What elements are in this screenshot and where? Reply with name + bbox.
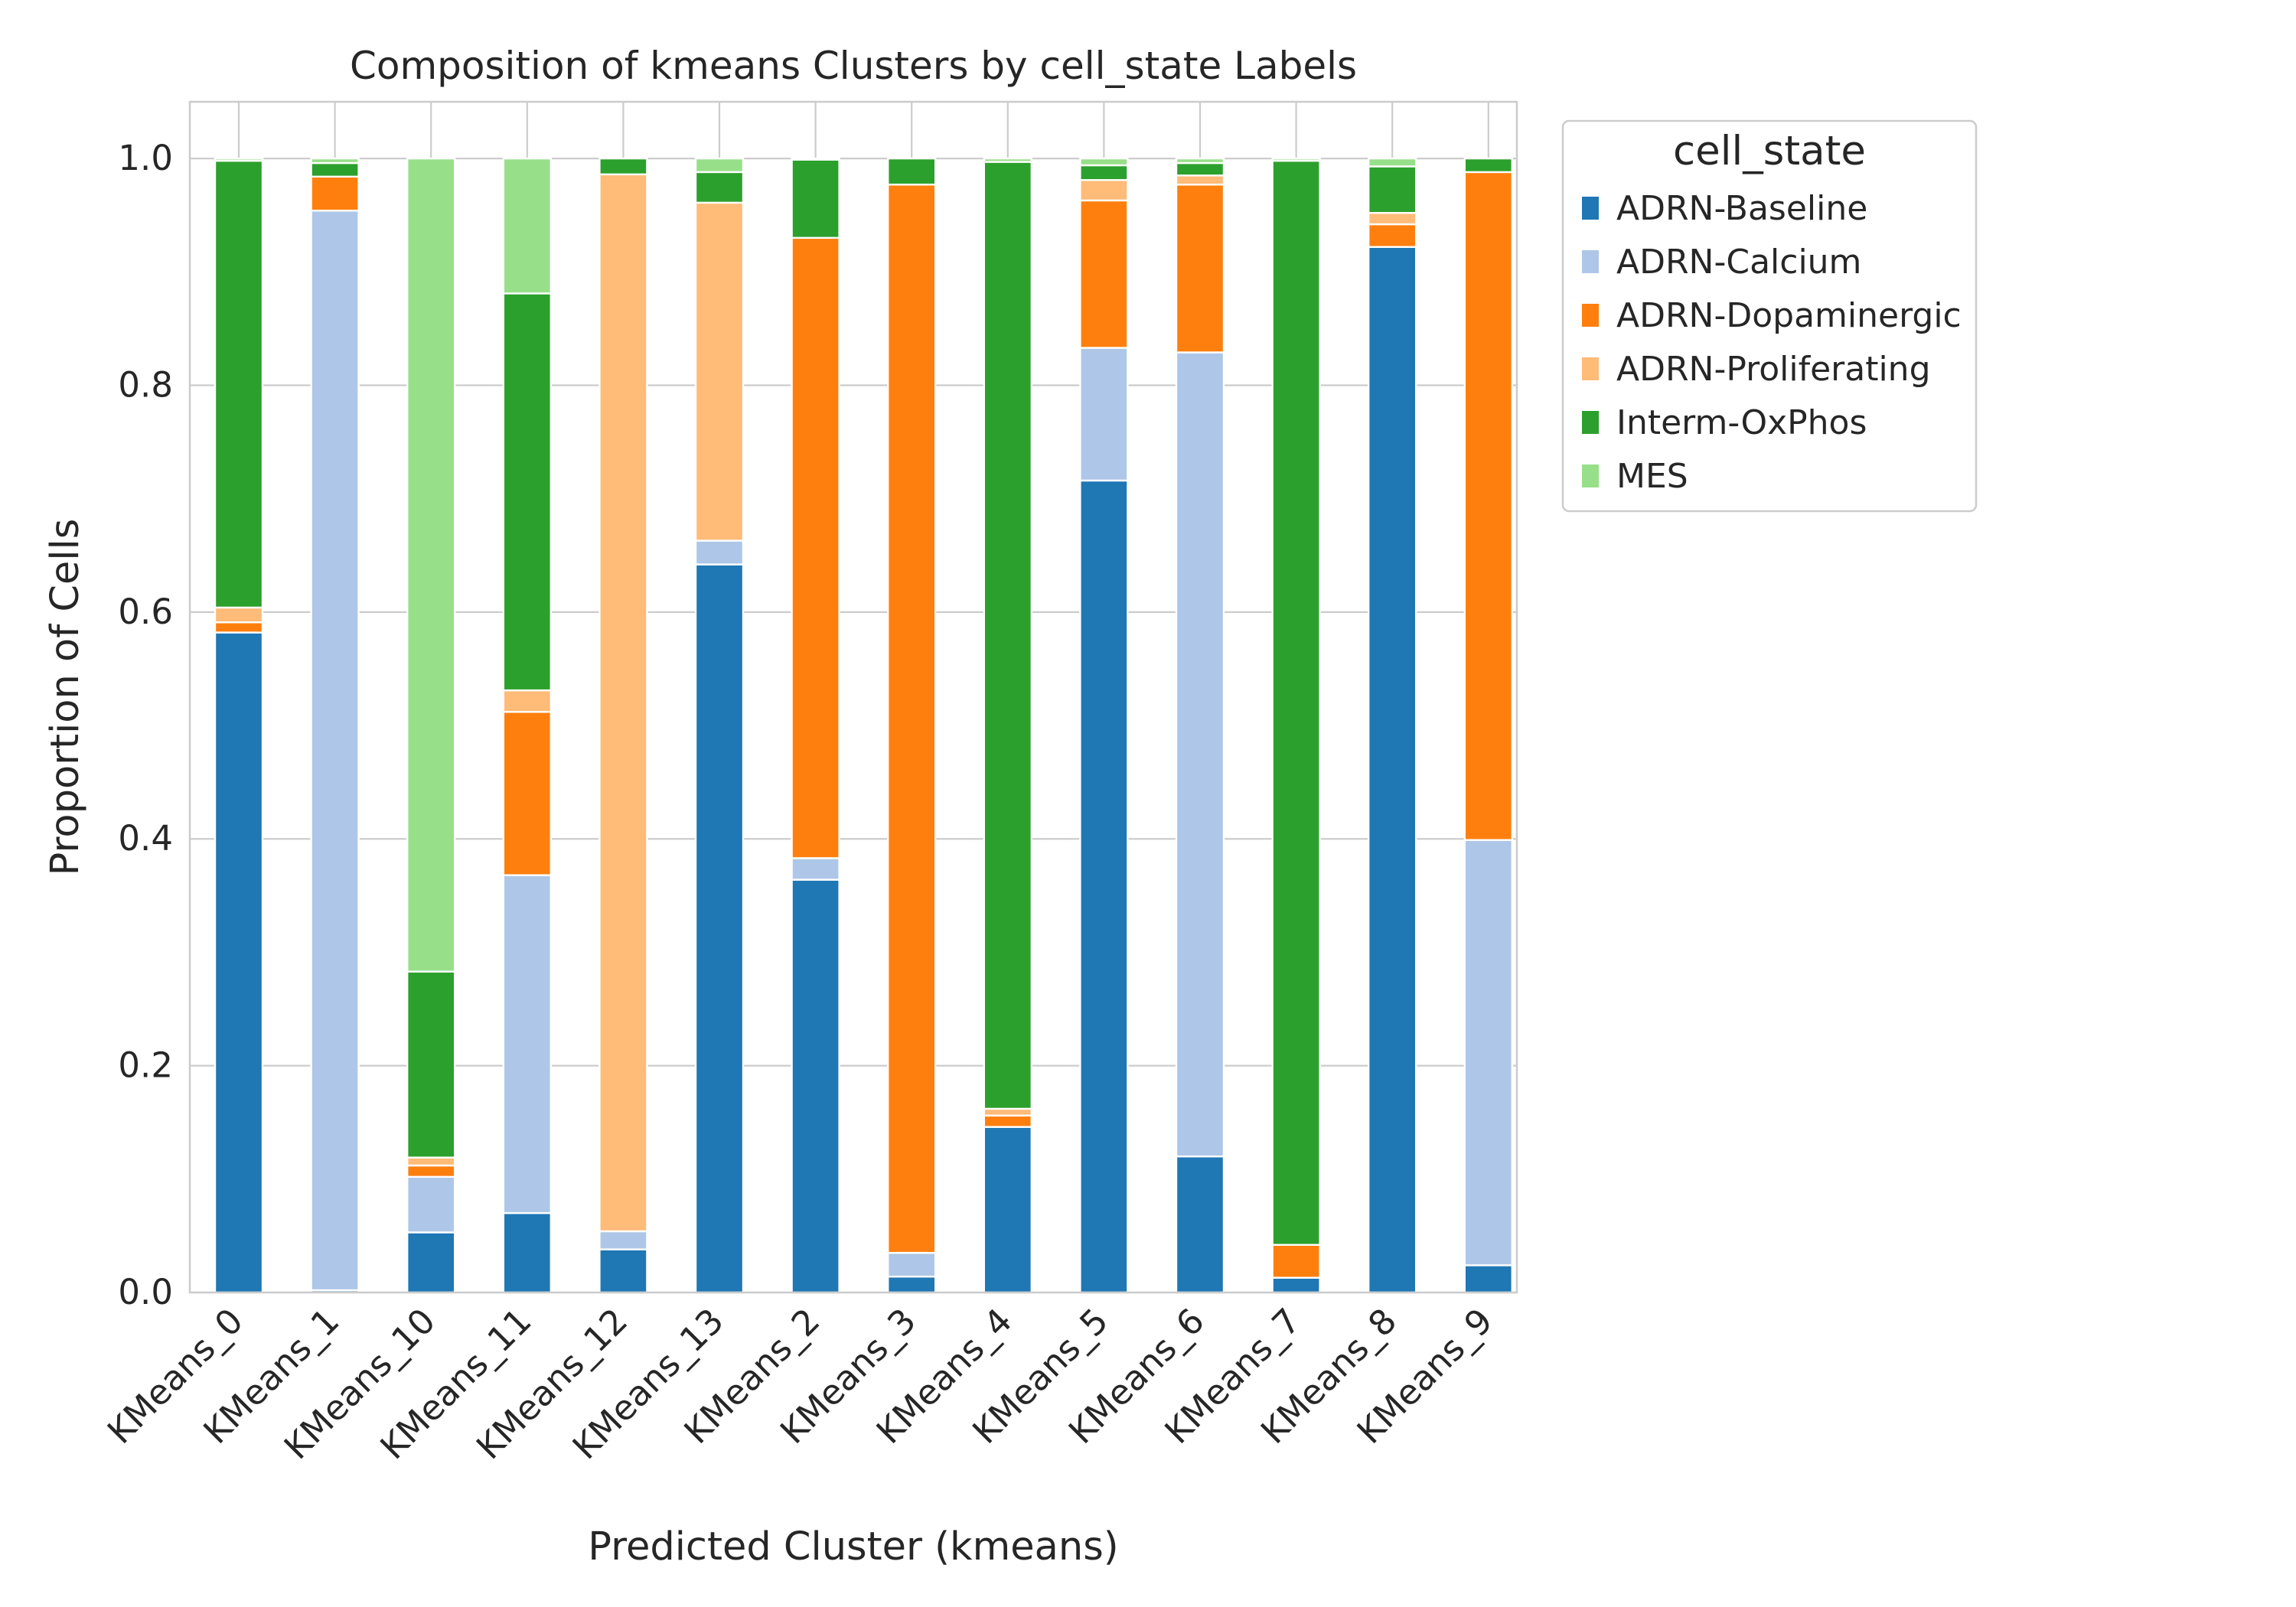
bar-segment	[1175, 174, 1225, 186]
bar-segment	[214, 621, 264, 634]
y-tick-label: 0.6	[118, 592, 173, 632]
bars	[214, 157, 1514, 1294]
bar-segment	[406, 157, 456, 973]
bar-segment	[214, 631, 264, 1294]
bar-segment	[502, 689, 552, 713]
bar-segment	[1175, 161, 1225, 177]
bar-segment	[598, 173, 648, 1233]
bar-segment	[791, 236, 840, 859]
bar-segment	[1271, 1276, 1321, 1294]
bar-segment	[1463, 1264, 1514, 1294]
y-axis: 0.0 0.2 0.4 0.6 0.8 1.0	[118, 138, 173, 1312]
legend-swatch	[1582, 197, 1599, 220]
bar-segment	[310, 175, 360, 212]
bar-segment	[1271, 157, 1321, 162]
bar-segment	[598, 1248, 648, 1294]
y-axis-title: Proportion of Cells	[43, 519, 88, 876]
bar-segment	[694, 171, 745, 204]
legend-frame	[1561, 119, 1978, 513]
legend-label: Interm-OxPhos	[1616, 403, 1867, 442]
bar-segment	[406, 1175, 456, 1234]
y-tick-label: 0.4	[118, 818, 173, 859]
bar-segment	[886, 1251, 937, 1278]
bar-segment	[1175, 351, 1225, 1158]
bar-segment	[1079, 157, 1129, 167]
legend-swatch	[1582, 357, 1599, 380]
bar-segment	[406, 1164, 456, 1178]
bar-segment	[1367, 165, 1417, 214]
legend-label: ADRN-Dopaminergic	[1616, 296, 1962, 335]
bar-segment	[598, 1230, 648, 1250]
bar-segment	[1079, 479, 1129, 1294]
bar-segment	[1367, 212, 1417, 226]
legend-swatch	[1582, 250, 1599, 273]
y-tick-label: 0.2	[118, 1045, 173, 1086]
x-axis-title: Predicted Cluster (kmeans)	[588, 1524, 1118, 1570]
bar-segment	[214, 157, 264, 162]
bar-segment	[791, 857, 840, 881]
bar-segment	[1079, 164, 1129, 181]
legend-items: ADRN-Baseline ADRN-Calcium ADRN-Dopaminerg…	[1582, 189, 1962, 496]
bar-segment	[502, 711, 552, 876]
bar-segment	[1175, 1155, 1225, 1294]
bar-segment	[983, 1126, 1033, 1294]
chart-title: Composition of kmeans Clusters by cell_s…	[350, 44, 1357, 88]
bar-segment	[598, 157, 648, 176]
bar-segment	[983, 1114, 1033, 1128]
bar-segment	[886, 157, 937, 186]
bar-segment	[1175, 157, 1225, 165]
bar-segment	[1079, 179, 1129, 202]
bar-segment	[1367, 223, 1417, 248]
bar-segment	[502, 157, 552, 295]
bar-segment	[694, 539, 745, 566]
bar-segment	[1271, 159, 1321, 1246]
bar-segment	[983, 157, 1033, 163]
bar-segment	[694, 563, 745, 1294]
bar-segment	[1079, 347, 1129, 482]
bar-segment	[1463, 839, 1514, 1266]
bar-segment	[1367, 157, 1417, 168]
legend-title: cell_state	[1673, 128, 1866, 174]
bar-segment	[214, 159, 264, 609]
plot-frame	[188, 100, 1518, 1294]
bar-segment	[1175, 183, 1225, 354]
bar-segment	[502, 292, 552, 692]
bar-segment	[406, 1231, 456, 1294]
bar-segment	[983, 161, 1033, 1110]
legend-label: ADRN-Calcium	[1616, 243, 1861, 282]
bar-segment	[406, 970, 456, 1159]
bar-segment	[406, 1156, 456, 1167]
bar-segment	[1463, 171, 1514, 841]
bar-segment	[310, 161, 360, 178]
bar-segment	[310, 210, 360, 1292]
y-tick-label: 0.0	[118, 1272, 173, 1312]
bar-segment	[310, 157, 360, 165]
bar-segment	[1271, 1244, 1321, 1279]
bar-segment	[983, 1107, 1033, 1117]
bar-segment	[886, 183, 937, 1254]
bar-segment	[694, 157, 745, 174]
legend-swatch	[1582, 411, 1599, 434]
legend-label: ADRN-Proliferating	[1616, 350, 1931, 389]
bar-segment	[502, 874, 552, 1214]
legend-swatch	[1582, 304, 1599, 327]
legend-swatch	[1582, 464, 1599, 487]
bar-segment	[694, 201, 745, 542]
y-tick-label: 1.0	[118, 138, 173, 178]
bar-segment	[214, 606, 264, 624]
bar-segment	[502, 1212, 552, 1294]
bar-segment	[1463, 157, 1514, 174]
bar-segment	[791, 157, 840, 161]
bar-segment	[1367, 246, 1417, 1294]
bar-segment	[791, 878, 840, 1294]
bar-segment	[886, 1276, 937, 1294]
y-tick-label: 0.8	[118, 364, 173, 405]
legend-label: ADRN-Baseline	[1616, 189, 1867, 228]
bar-segment	[791, 158, 840, 240]
legend-label: MES	[1616, 457, 1688, 496]
legend: cell_state ADRN-BaselineADRN-CalciumADRN…	[1561, 119, 1978, 513]
bar-segment	[1079, 199, 1129, 349]
